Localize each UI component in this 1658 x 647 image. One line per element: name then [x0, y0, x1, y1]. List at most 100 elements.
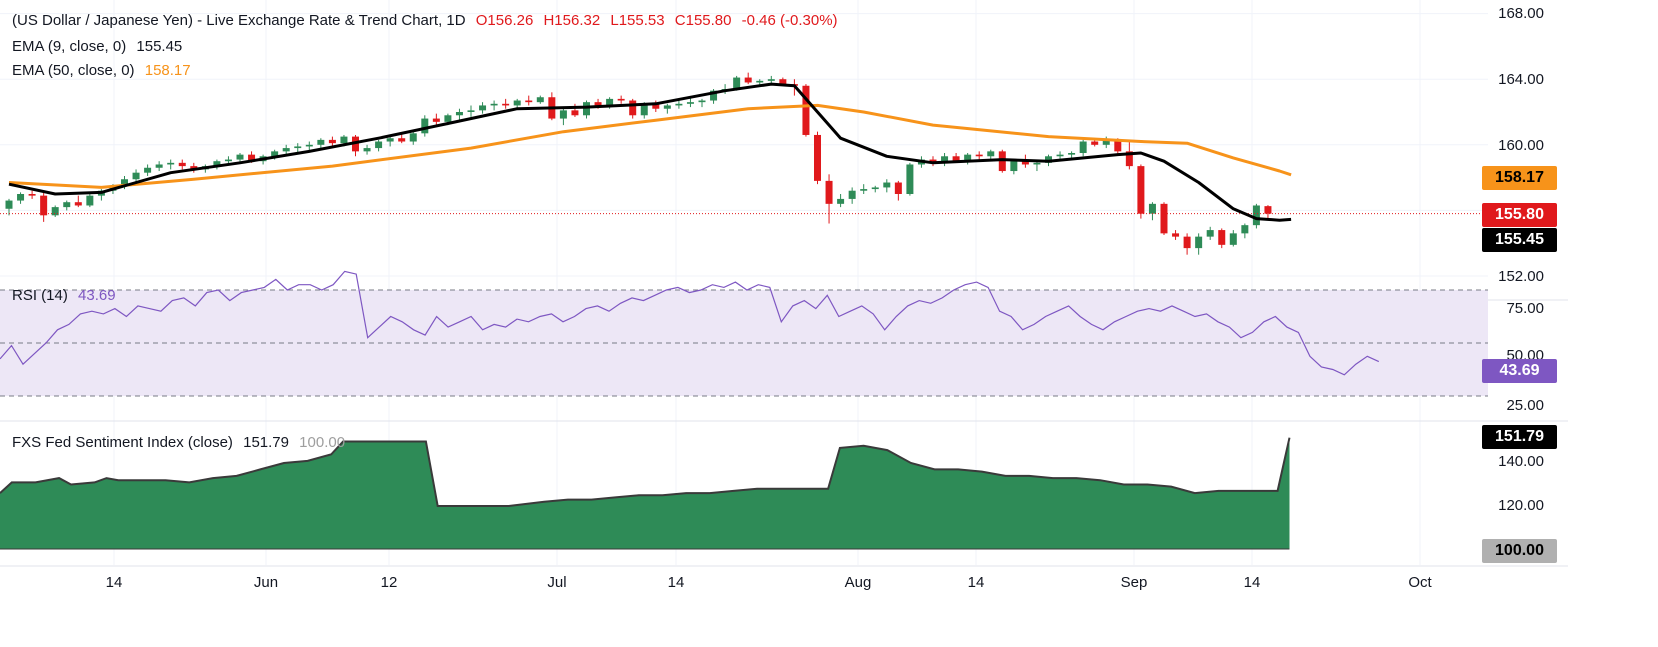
ema50-price-tag: 158.17	[1482, 166, 1557, 190]
x-axis-label: 14	[1243, 574, 1261, 591]
candle-body	[132, 172, 140, 180]
candle-body	[40, 195, 48, 216]
fxs-legend[interactable]: FXS Fed Sentiment Index (close) 151.79 1…	[12, 434, 345, 451]
x-axis-label: Aug	[844, 574, 872, 591]
candle-body	[178, 162, 186, 167]
candle-body	[502, 103, 510, 106]
grid-lines	[0, 0, 1568, 567]
low-value: L155.53	[610, 12, 665, 29]
fxs-area	[0, 437, 1290, 549]
candle-body	[1206, 230, 1214, 237]
candle-body	[617, 98, 625, 101]
candle-body	[733, 77, 741, 90]
candle-body	[421, 118, 429, 134]
candle-body	[1172, 233, 1180, 237]
fxs-value-secondary: 100.00	[299, 434, 346, 451]
candle-body	[987, 151, 995, 157]
x-axis-label: 14	[105, 574, 123, 591]
ema50-label: EMA (50, close, 0)	[12, 62, 135, 79]
candle-body	[1068, 153, 1076, 155]
close-value: C155.80	[674, 12, 732, 29]
x-axis-label: Oct	[1408, 574, 1432, 591]
candle-body	[1148, 203, 1156, 214]
candle-body	[190, 166, 198, 170]
candle-body	[1264, 206, 1272, 214]
candle-body	[144, 167, 152, 173]
candle-body	[1091, 141, 1099, 145]
change-value: -0.46 (-0.30%)	[741, 12, 838, 29]
candle-body	[571, 110, 579, 116]
ema9-label: EMA (9, close, 0)	[12, 38, 127, 55]
fxs-pane	[0, 437, 1291, 550]
candle-body	[1021, 161, 1029, 165]
rsi-label: RSI (14)	[12, 287, 68, 304]
candle-body	[248, 154, 256, 162]
rsi-line	[0, 270, 1380, 376]
candle-body	[837, 198, 845, 204]
candle-body	[559, 110, 567, 119]
ema50-value: 158.17	[144, 62, 191, 79]
candle-body	[375, 141, 383, 149]
candle-body	[1102, 139, 1110, 145]
candle-body	[28, 194, 36, 196]
candle-body	[663, 105, 671, 109]
candle-body	[236, 154, 244, 160]
candle-body	[640, 103, 648, 116]
candle-body	[432, 118, 440, 122]
price-axis-label: 160.00	[1498, 137, 1544, 154]
candle-body	[340, 136, 348, 144]
candle-body	[1252, 205, 1260, 226]
candle-body	[583, 102, 590, 116]
ema50-legend[interactable]: EMA (50, close, 0) 158.17	[12, 62, 191, 79]
candle-body	[975, 154, 983, 157]
candle-body	[1137, 166, 1145, 214]
candle-body	[767, 79, 775, 81]
chart-title: (US Dollar / Japanese Yen) - Live Exchan…	[12, 12, 466, 29]
candle-body	[271, 151, 279, 157]
candle-body	[1010, 161, 1018, 172]
candle-body	[675, 103, 683, 106]
candle-body	[363, 148, 371, 152]
price-axis-label: 168.00	[1498, 5, 1544, 22]
candle-body	[1218, 230, 1226, 245]
rsi-legend[interactable]: RSI (14) 43.69	[12, 287, 116, 304]
candle-body	[998, 151, 1006, 172]
candle-body	[213, 161, 221, 167]
candle-body	[1183, 236, 1191, 249]
fxs-base-tag: 100.00	[1482, 539, 1557, 563]
candle-body	[894, 182, 902, 194]
rsi-value: 43.69	[78, 287, 116, 304]
candle-body	[744, 77, 752, 83]
candle-body	[883, 182, 891, 188]
candle-body	[409, 133, 417, 142]
rsi-axis-label: 25.00	[1506, 397, 1544, 414]
candle-body	[444, 115, 452, 122]
candle-body	[652, 103, 660, 109]
candle-body	[398, 138, 406, 142]
candle-body	[941, 156, 949, 163]
candle-body	[756, 80, 764, 83]
candle-body	[1241, 225, 1249, 234]
candle-body	[455, 112, 463, 116]
candle-body	[871, 187, 879, 190]
candle-body	[490, 103, 498, 106]
fxs-value-tag: 151.79	[1482, 425, 1557, 449]
candle-body	[121, 179, 128, 186]
candle-body	[282, 148, 290, 152]
x-axis-label: Jun	[253, 574, 279, 591]
candle-body	[964, 154, 972, 162]
x-axis-label: 14	[967, 574, 985, 591]
ema9-value: 155.45	[136, 38, 183, 55]
candle-body	[328, 139, 336, 144]
candle-body	[825, 180, 833, 204]
rsi-axis-label: 75.00	[1506, 300, 1544, 317]
candle-body	[479, 105, 487, 111]
fxs-line	[0, 437, 1291, 507]
candle-body	[317, 139, 325, 145]
candle-body	[952, 156, 960, 162]
high-value: H156.32	[543, 12, 601, 29]
close-price-tag: 155.80	[1482, 203, 1557, 227]
price-axis-label: 164.00	[1498, 71, 1544, 88]
ema9-legend[interactable]: EMA (9, close, 0) 155.45	[12, 38, 182, 55]
candle-body	[686, 102, 694, 104]
